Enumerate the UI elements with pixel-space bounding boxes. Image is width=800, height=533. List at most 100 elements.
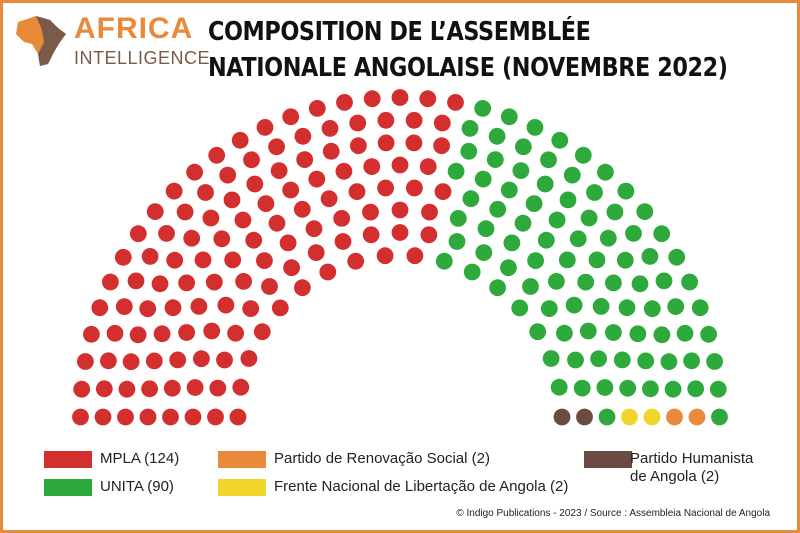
seat-mpla <box>197 184 214 201</box>
seat-unita <box>540 151 557 169</box>
seat-unita <box>681 273 698 291</box>
seat-unita <box>474 170 492 188</box>
seat-mpla <box>166 251 184 269</box>
seat-unita <box>636 203 654 221</box>
seat-unita <box>605 324 622 341</box>
seat-unita <box>655 272 673 290</box>
seat-unita <box>706 353 723 370</box>
legend-swatch-fnla <box>218 479 266 496</box>
legend-swatch-mpla <box>44 451 92 468</box>
seat-mpla <box>335 162 353 180</box>
seat-mpla <box>419 158 437 176</box>
seat-unita <box>579 322 597 340</box>
seat-unita <box>500 181 518 199</box>
seat-mpla <box>203 322 221 340</box>
seat-mpla <box>268 214 286 232</box>
seat-mpla <box>271 299 289 317</box>
seat-mpla <box>362 203 379 221</box>
seat-mpla <box>433 114 451 132</box>
seat-mpla <box>205 273 223 291</box>
seat-unita <box>514 214 532 232</box>
seat-mpla <box>391 156 409 174</box>
seat-mpla <box>129 225 147 243</box>
seat-mpla <box>282 108 300 126</box>
seat-mpla <box>207 408 224 426</box>
seat-unita <box>515 138 532 156</box>
seat-mpla <box>421 203 438 221</box>
seat-mpla <box>141 248 159 265</box>
seat-frente-nacional-de-liberta-o-de-angola <box>643 408 661 426</box>
seat-unita <box>653 225 671 243</box>
seat-mpla <box>106 324 124 342</box>
seat-mpla <box>139 300 157 318</box>
seat-mpla <box>115 298 133 315</box>
seat-unita <box>597 163 614 181</box>
seat-mpla <box>283 259 300 277</box>
seat-mpla <box>129 326 147 344</box>
seat-unita <box>556 324 573 342</box>
seat-mpla <box>336 94 353 111</box>
seat-partido-humanista-de-angola <box>576 408 593 426</box>
seat-mpla <box>434 183 452 201</box>
seat-unita <box>537 231 555 249</box>
seat-mpla <box>141 380 159 398</box>
seat-unita <box>599 229 617 247</box>
seat-mpla <box>224 251 242 269</box>
seat-mpla <box>420 226 438 244</box>
seat-unita <box>605 274 622 292</box>
seat-mpla <box>83 325 100 343</box>
seat-mpla <box>293 200 311 218</box>
seat-unita <box>474 100 492 117</box>
chart-title-line1: COMPOSITION DE L’ASSEMBLÉE <box>208 17 591 47</box>
seat-mpla <box>294 127 312 145</box>
seat-mpla <box>164 299 182 317</box>
seat-unita <box>709 380 727 398</box>
seat-mpla <box>307 244 325 261</box>
seat-unita <box>643 300 661 318</box>
seat-mpla <box>194 251 212 269</box>
seat-mpla <box>117 408 134 426</box>
seat-unita <box>550 378 568 396</box>
seat-unita <box>512 162 530 180</box>
seat-mpla <box>377 134 395 152</box>
seat-mpla <box>186 379 204 396</box>
seat-unita <box>637 352 655 370</box>
seat-frente-nacional-de-liberta-o-de-angola <box>621 408 638 426</box>
seat-mpla <box>240 350 258 367</box>
seat-mpla <box>234 211 252 229</box>
seat-mpla <box>253 323 271 341</box>
seat-mpla <box>261 278 278 295</box>
seat-unita <box>616 251 634 269</box>
seat-unita <box>629 325 647 343</box>
seat-unita <box>462 190 480 208</box>
legend-label-pha-line2: de Angola (2) <box>630 468 720 485</box>
seat-unita <box>503 234 521 252</box>
seat-mpla <box>127 272 145 290</box>
seat-unita <box>551 131 569 149</box>
seat-mpla <box>363 90 381 108</box>
seat-unita <box>641 248 659 265</box>
seat-mpla <box>162 408 179 426</box>
seat-unita <box>565 296 583 314</box>
seat-unita <box>683 352 700 370</box>
seat-unita <box>625 225 642 242</box>
seat-unita <box>590 350 607 368</box>
seat-unita <box>542 350 560 367</box>
seat-unita <box>447 162 465 180</box>
seat-mpla <box>245 231 263 249</box>
chart-title: COMPOSITION DE L’ASSEMBLÉE NATIONALE ANG… <box>208 14 788 86</box>
seat-unita <box>592 298 610 315</box>
seat-mpla <box>305 220 323 238</box>
seat-unita <box>711 408 728 426</box>
seat-mpla <box>73 380 91 398</box>
seat-mpla <box>184 408 202 426</box>
seat-unita <box>488 127 506 145</box>
seat-mpla <box>72 408 89 426</box>
seat-unita <box>613 351 631 369</box>
seat-mpla <box>94 408 112 426</box>
legend-label-unita: UNITA (90) <box>100 478 174 495</box>
seat-unita <box>489 279 506 297</box>
seat-mpla <box>256 119 274 136</box>
